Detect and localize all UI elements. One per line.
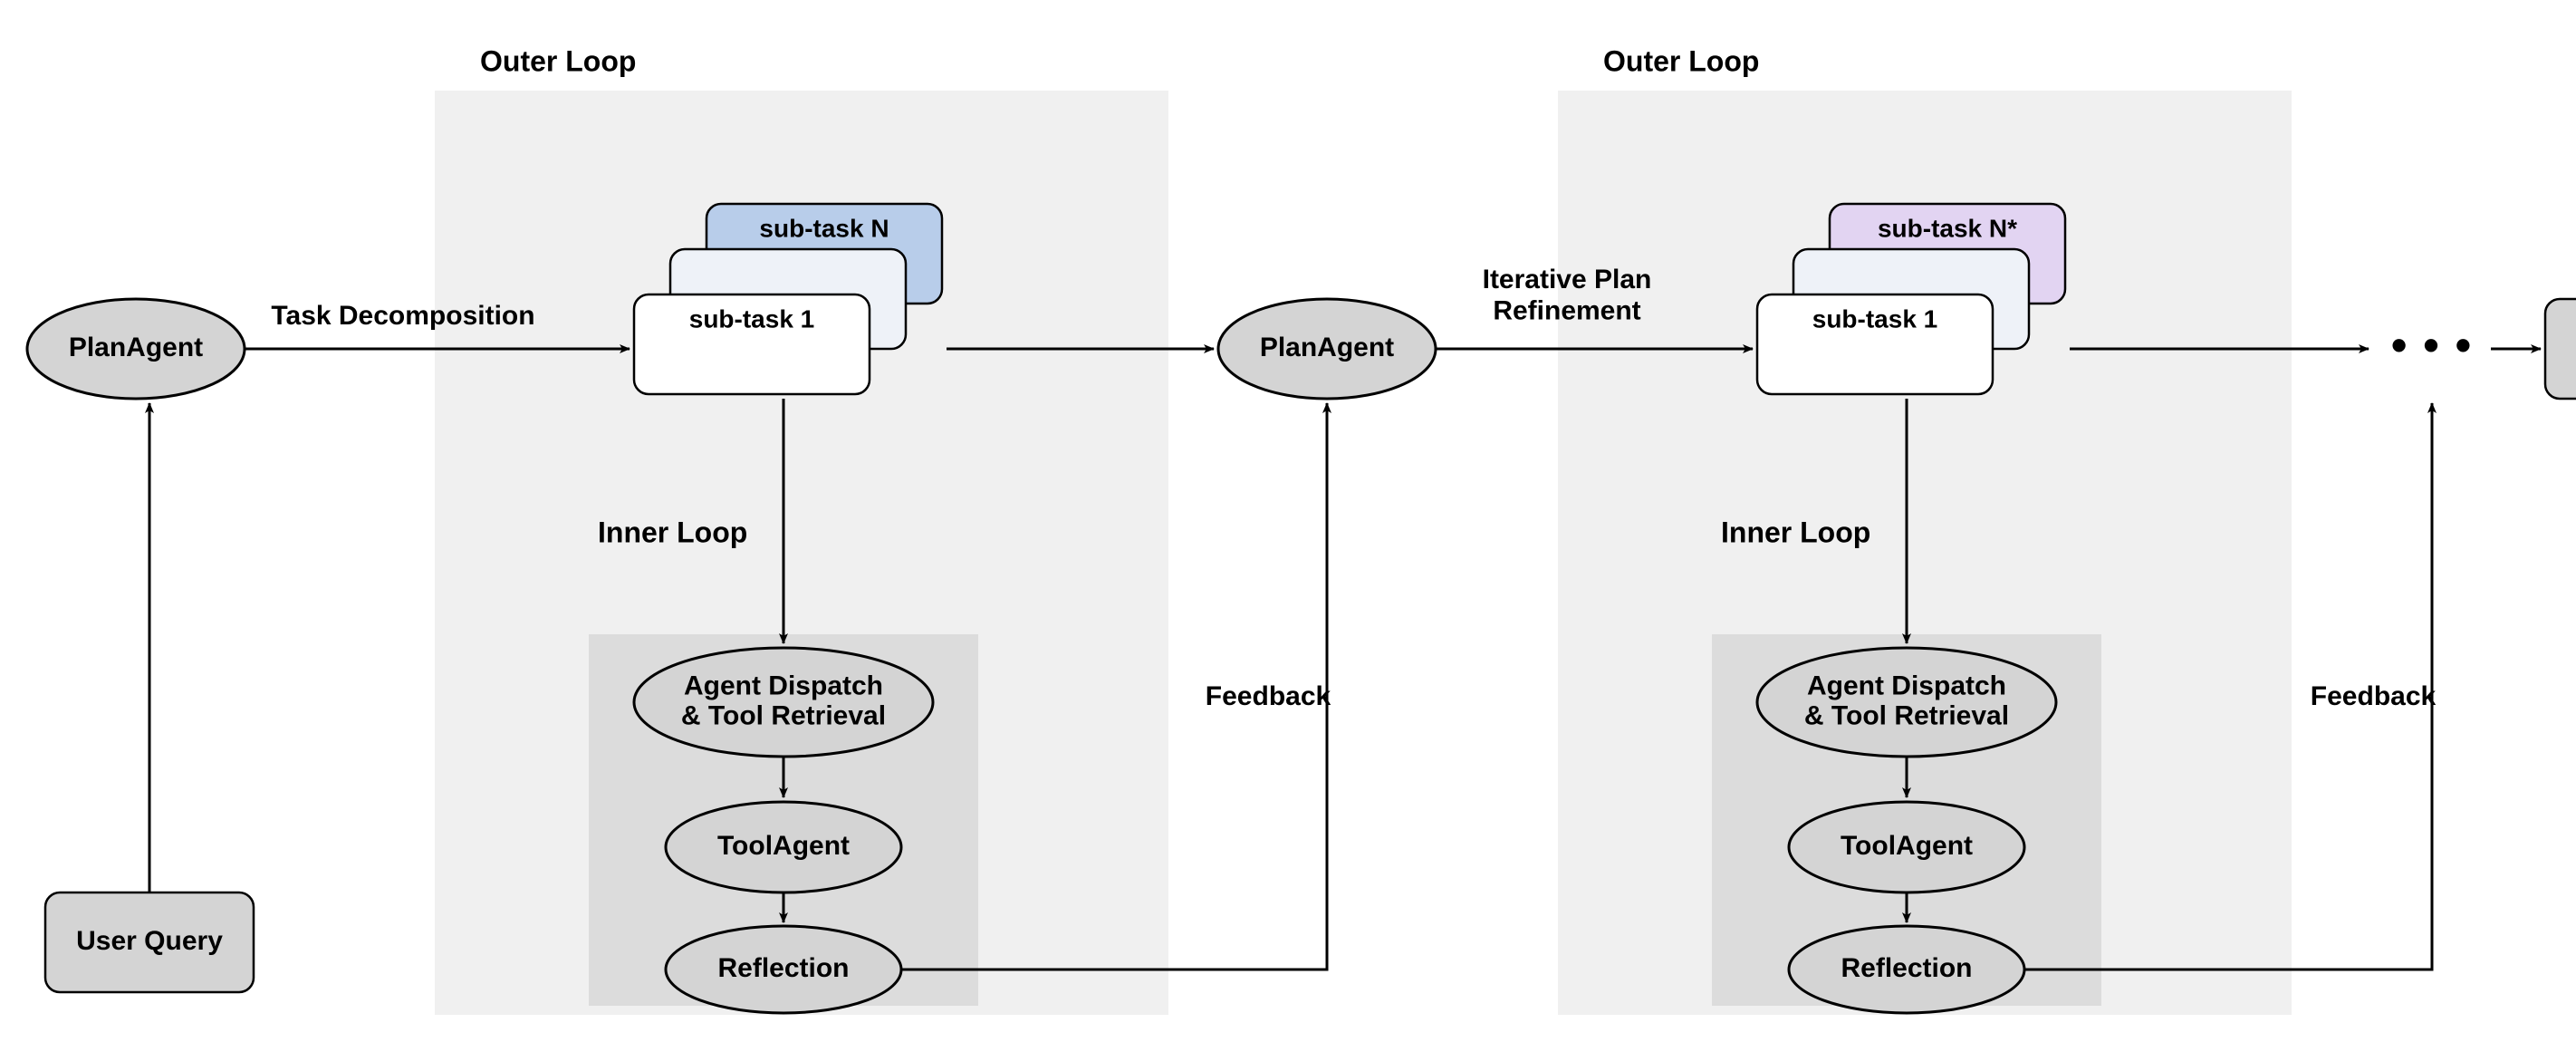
node-label-toolAgent1: ToolAgent (717, 831, 850, 861)
node-label-agentDispatch2: Agent Dispatch& Tool Retrieval (1804, 671, 2009, 730)
node-label-userQuery: User Query (76, 926, 223, 956)
node-label-reflection2: Reflection (1841, 953, 1972, 983)
region-label-outer1: Outer Loop (480, 44, 636, 77)
region-label-outer2: Outer Loop (1603, 44, 1759, 77)
edge-label-reflection1-planAgent2: Feedback (1206, 681, 1331, 711)
node-ellipsis: • • • (2391, 320, 2473, 371)
node-label-agentDispatch1: Agent Dispatch& Tool Retrieval (681, 671, 886, 730)
node-label-subN_2: sub-task N* (1878, 214, 2017, 242)
node-label-toolAgent2: ToolAgent (1841, 831, 1973, 861)
node-label-planAgent2: PlanAgent (1260, 333, 1394, 362)
edge-label-planAgent2-sub1_2: Iterative PlanRefinement (1483, 265, 1652, 326)
flowchart-diagram: Outer Loop Inner Loop Outer Loop Inner Loop… (0, 0, 2576, 1042)
region-label-inner2: Inner Loop (1721, 516, 1870, 548)
node-label-sub1_1: sub-task 1 (689, 304, 815, 333)
node-label-planAgent1: PlanAgent (69, 333, 203, 362)
node-label-subN_1: sub-task N (759, 214, 889, 242)
node-label-reflection1: Reflection (717, 953, 849, 983)
node-label-sub1_2: sub-task 1 (1812, 304, 1938, 333)
edge-label-planAgent1-sub1_1: Task Decomposition (271, 301, 534, 331)
edge-label-reflection2-ellipsis: Feedback (2311, 681, 2437, 711)
region-label-inner1: Inner Loop (598, 516, 747, 548)
node-endResult (2545, 299, 2576, 399)
